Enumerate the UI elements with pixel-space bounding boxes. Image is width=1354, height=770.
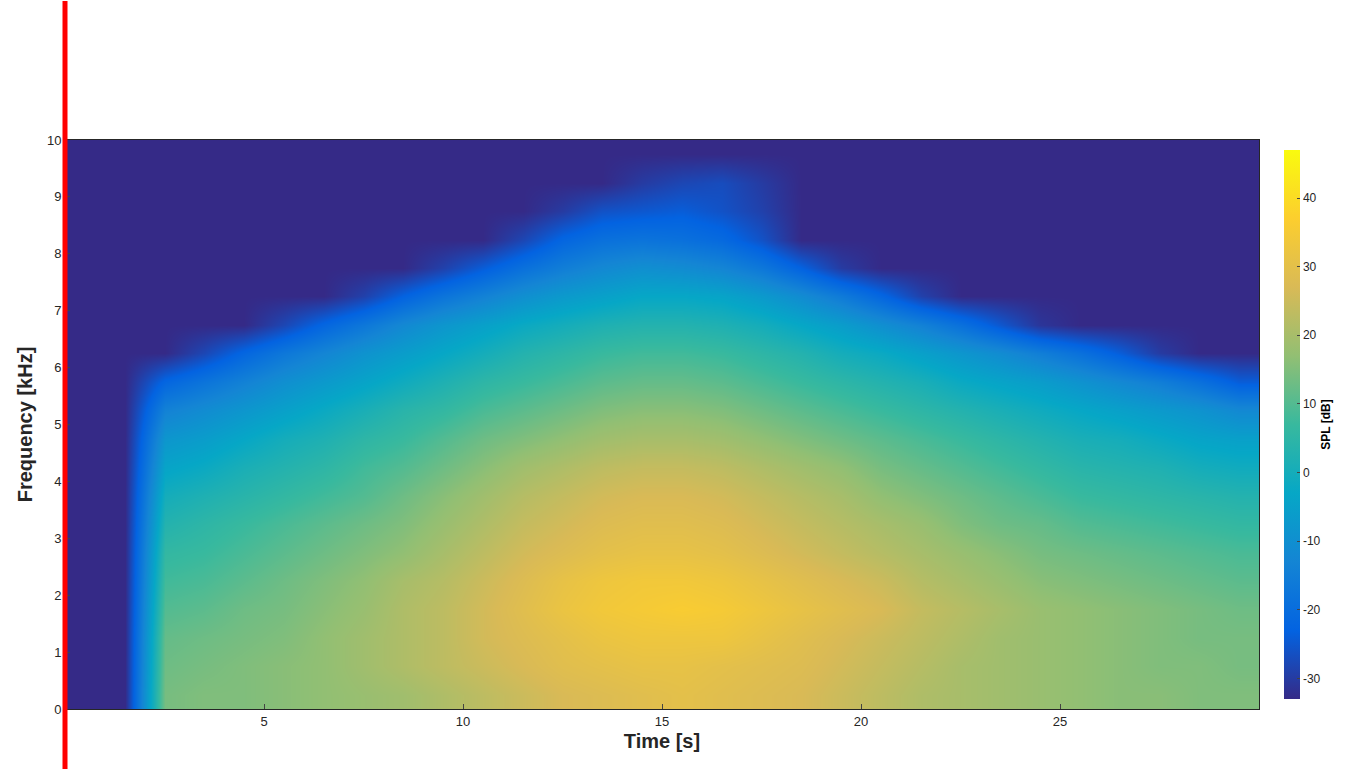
svg-text:40: 40 (1303, 191, 1317, 205)
svg-text:5: 5 (260, 714, 267, 729)
svg-text:3: 3 (54, 531, 61, 546)
svg-text:20: 20 (1303, 328, 1317, 342)
svg-text:30: 30 (1303, 260, 1317, 274)
svg-text:-30: -30 (1303, 672, 1321, 686)
svg-text:SPL [dB]: SPL [dB] (1319, 399, 1333, 449)
svg-text:5: 5 (54, 417, 61, 432)
svg-text:4: 4 (54, 474, 61, 489)
svg-text:20: 20 (854, 714, 868, 729)
svg-text:2: 2 (54, 588, 61, 603)
svg-text:0: 0 (54, 702, 61, 717)
svg-text:Time [s]: Time [s] (624, 730, 700, 752)
svg-text:10: 10 (456, 714, 470, 729)
svg-text:1: 1 (54, 645, 61, 660)
svg-text:10: 10 (47, 133, 61, 148)
svg-text:-20: -20 (1303, 603, 1321, 617)
svg-text:8: 8 (54, 246, 61, 261)
svg-text:9: 9 (54, 189, 61, 204)
svg-text:0: 0 (1303, 466, 1310, 480)
svg-text:10: 10 (1303, 397, 1317, 411)
svg-text:7: 7 (54, 303, 61, 318)
svg-text:6: 6 (54, 360, 61, 375)
svg-text:Frequency [kHz]: Frequency [kHz] (14, 347, 36, 503)
svg-text:-10: -10 (1303, 534, 1321, 548)
svg-text:15: 15 (655, 714, 669, 729)
svg-text:25: 25 (1053, 714, 1067, 729)
